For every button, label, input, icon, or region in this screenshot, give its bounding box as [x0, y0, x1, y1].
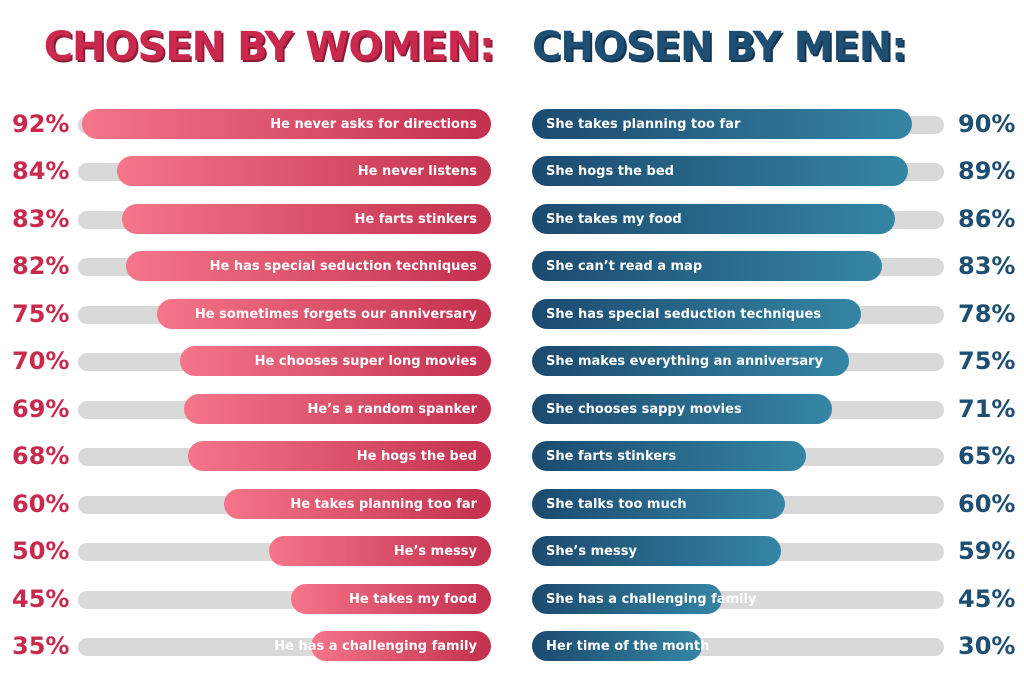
women-value-label: 69%	[12, 395, 70, 423]
men-value-label: 60%	[958, 490, 1016, 518]
men-row-2: She hogs the bed 89%	[0, 156, 1024, 186]
men-bar: She has a challenging family	[532, 584, 756, 614]
women-value-label: 68%	[12, 442, 70, 470]
women-bar: He’s messy	[268, 536, 491, 566]
women-row-8: He hogs the bed 68%	[0, 441, 1024, 471]
women-bar: He has special seduction techniques	[126, 251, 491, 281]
women-bar: He never listens	[117, 156, 491, 186]
men-row-3: She takes my food 86%	[0, 204, 1024, 234]
men-value-label: 65%	[958, 442, 1016, 470]
men-value-label: 86%	[958, 205, 1016, 233]
women-row-11: He takes my food 45%	[0, 584, 1024, 614]
men-row-7: She chooses sappy movies 71%	[0, 394, 1024, 424]
women-bar: He never asks for directions	[81, 109, 491, 139]
men-bar: She can’t read a map	[532, 251, 883, 281]
women-bar: He hogs the bed	[188, 441, 491, 471]
men-value-label: 30%	[958, 632, 1016, 660]
women-value-label: 35%	[12, 632, 70, 660]
men-row-10: She’s messy 59%	[0, 536, 1024, 566]
women-bar: He’s a random spanker	[183, 394, 491, 424]
women-row-5: He sometimes forgets our anniversary 75%	[0, 299, 1024, 329]
men-bar: Her time of the month	[532, 631, 709, 661]
women-value-label: 84%	[12, 157, 70, 185]
women-value-label: 82%	[12, 252, 70, 280]
men-value-label: 59%	[958, 537, 1016, 565]
women-chart-title: CHOSEN BY WOMEN:	[43, 24, 495, 70]
men-row-1: She takes planning too far 90%	[0, 109, 1024, 139]
women-value-label: 83%	[12, 205, 70, 233]
women-value-label: 92%	[12, 110, 70, 138]
men-bar: She makes everything an anniversary	[532, 346, 849, 376]
men-bar: She takes my food	[532, 204, 895, 234]
women-value-label: 45%	[12, 585, 70, 613]
women-row-12: He has a challenging family 35%	[0, 631, 1024, 661]
women-bar: He farts stinkers	[121, 204, 491, 234]
men-value-label: 83%	[958, 252, 1016, 280]
women-bar: He sometimes forgets our anniversary	[157, 299, 491, 329]
women-row-3: He farts stinkers 83%	[0, 204, 1024, 234]
men-bar: She hogs the bed	[532, 156, 908, 186]
men-row-9: She talks too much 60%	[0, 489, 1024, 519]
men-row-12: Her time of the month 30%	[0, 631, 1024, 661]
women-row-7: He’s a random spanker 69%	[0, 394, 1024, 424]
men-row-11: She has a challenging family 45%	[0, 584, 1024, 614]
women-bar: He chooses super long movies	[179, 346, 491, 376]
men-value-label: 78%	[958, 300, 1016, 328]
women-row-1: He never asks for directions 92%	[0, 109, 1024, 139]
men-chart-title: CHOSEN BY MEN:	[532, 24, 907, 70]
women-row-6: He chooses super long movies 70%	[0, 346, 1024, 376]
women-value-label: 60%	[12, 490, 70, 518]
men-bar: She takes planning too far	[532, 109, 912, 139]
women-row-4: He has special seduction techniques 82%	[0, 251, 1024, 281]
women-row-10: He’s messy 50%	[0, 536, 1024, 566]
men-bar: She farts stinkers	[532, 441, 807, 471]
men-value-label: 71%	[958, 395, 1016, 423]
men-row-6: She makes everything an anniversary 75%	[0, 346, 1024, 376]
men-value-label: 75%	[958, 347, 1016, 375]
women-value-label: 75%	[12, 300, 70, 328]
women-value-label: 50%	[12, 537, 70, 565]
women-bar: He has a challenging family	[274, 631, 491, 661]
men-bar: She has special seduction techniques	[532, 299, 862, 329]
men-value-label: 89%	[958, 157, 1016, 185]
men-row-4: She can’t read a map 83%	[0, 251, 1024, 281]
men-bar: She chooses sappy movies	[532, 394, 832, 424]
women-bar: He takes planning too far	[224, 489, 491, 519]
women-row-2: He never listens 84%	[0, 156, 1024, 186]
women-bar: He takes my food	[290, 584, 491, 614]
men-bar: She talks too much	[532, 489, 786, 519]
men-row-5: She has special seduction techniques 78%	[0, 299, 1024, 329]
men-bar: She’s messy	[532, 536, 781, 566]
women-value-label: 70%	[12, 347, 70, 375]
women-row-9: He takes planning too far 60%	[0, 489, 1024, 519]
men-value-label: 90%	[958, 110, 1016, 138]
men-row-8: She farts stinkers 65%	[0, 441, 1024, 471]
men-value-label: 45%	[958, 585, 1016, 613]
